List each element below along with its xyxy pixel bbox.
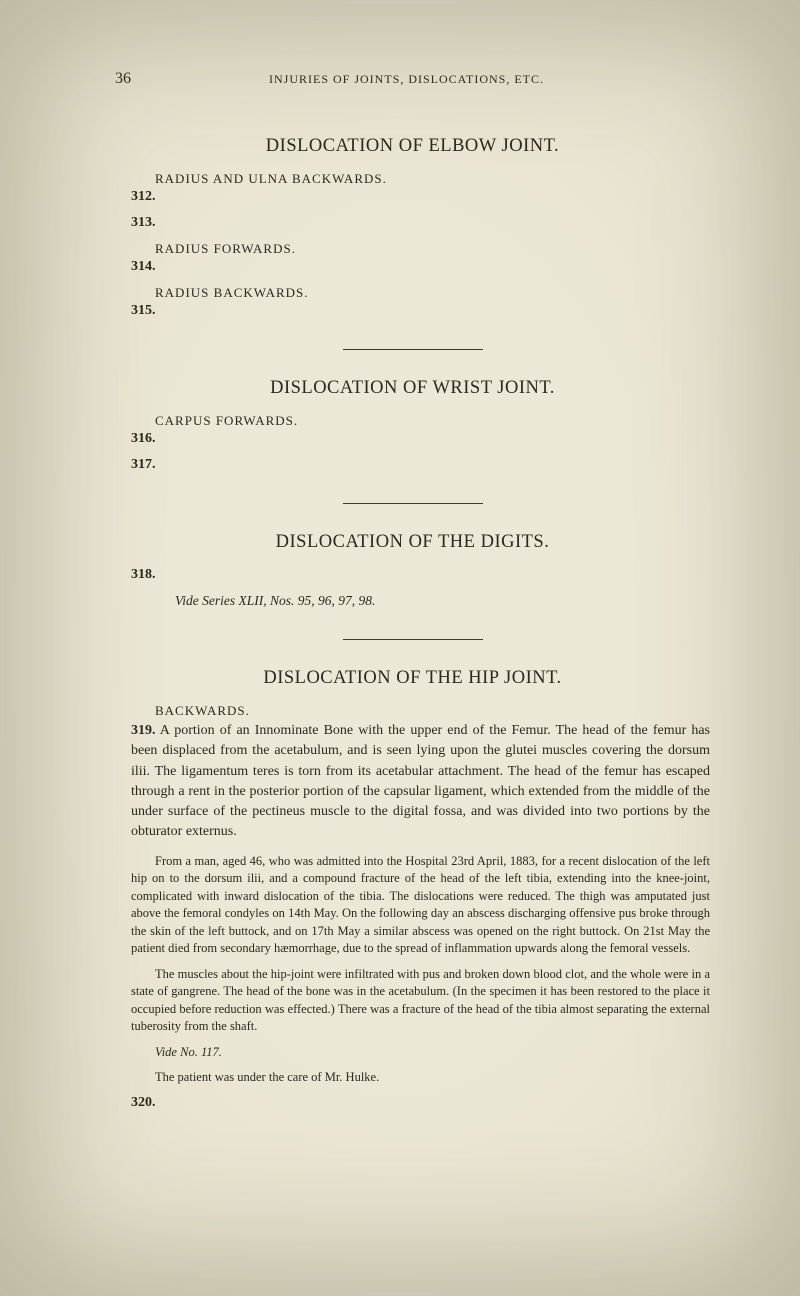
entry-314: 314. (131, 259, 710, 275)
entry-312: 312. (131, 189, 710, 205)
entry-319-number: 319. (131, 723, 156, 738)
subheading-radius-ulna-backwards: RADIUS AND ULNA BACKWARDS. (155, 171, 710, 187)
section-divider (343, 349, 483, 350)
page: 36 INJURIES OF JOINTS, DISLOCATIONS, ETC… (0, 0, 800, 1296)
subheading-backwards: BACKWARDS. (155, 703, 710, 719)
entry-320: 320. (131, 1095, 710, 1111)
heading-wrist: DISLOCATION OF WRIST JOINT. (115, 378, 710, 399)
heading-digits: DISLOCATION OF THE DIGITS. (115, 532, 710, 553)
heading-hip: DISLOCATION OF THE HIP JOINT. (115, 668, 710, 689)
subheading-radius-forwards: RADIUS FORWARDS. (155, 241, 710, 257)
entry-317: 317. (131, 457, 710, 473)
heading-elbow: DISLOCATION OF ELBOW JOINT. (115, 136, 710, 157)
entry-315: 315. (131, 303, 710, 319)
vide-no-117: Vide No. 117. (131, 1044, 710, 1062)
entry-318: 318. (131, 567, 710, 583)
page-header: 36 INJURIES OF JOINTS, DISLOCATIONS, ETC… (115, 70, 710, 88)
subheading-radius-backwards: RADIUS BACKWARDS. (155, 285, 710, 301)
entry-313: 313. (131, 215, 710, 231)
entry-319-paragraph: 319. A portion of an Innominate Bone wit… (131, 721, 710, 843)
entry-316: 316. (131, 431, 710, 447)
running-head: INJURIES OF JOINTS, DISLOCATIONS, ETC. (131, 72, 682, 87)
case-history-2: The muscles about the hip-joint were inf… (131, 966, 710, 1036)
case-history-care: The patient was under the care of Mr. Hu… (131, 1069, 710, 1087)
case-history-1: From a man, aged 46, who was admitted in… (131, 853, 710, 958)
entry-319-body: A portion of an Innominate Bone with the… (131, 723, 710, 839)
section-divider (343, 503, 483, 504)
section-divider (343, 639, 483, 640)
vide-series: Vide Series XLII, Nos. 95, 96, 97, 98. (175, 593, 710, 609)
subheading-carpus-forwards: CARPUS FORWARDS. (155, 413, 710, 429)
page-number: 36 (115, 70, 131, 88)
